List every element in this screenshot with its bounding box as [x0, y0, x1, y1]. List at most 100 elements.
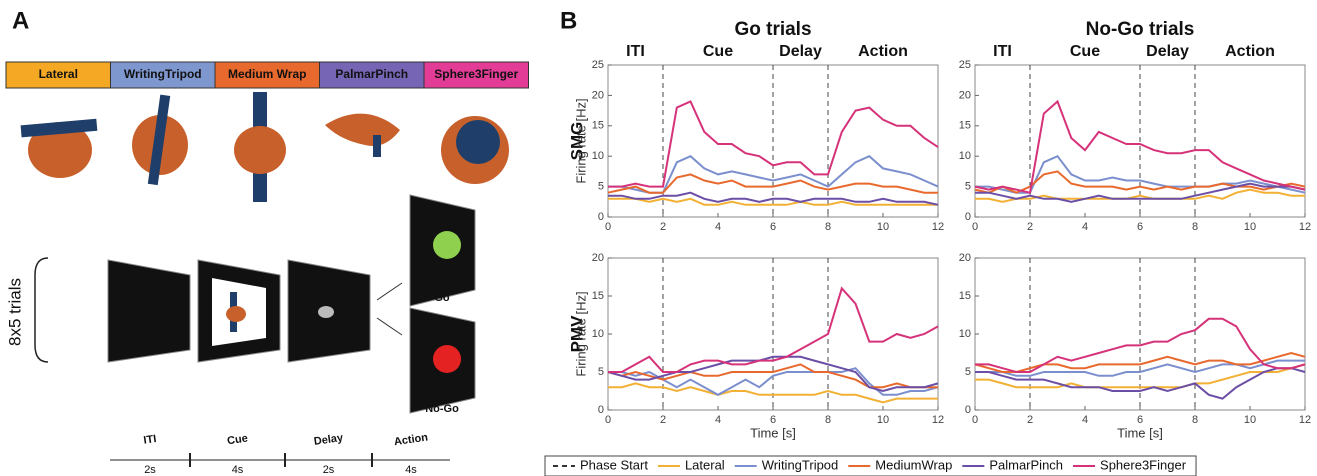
x-tick-label: 6: [770, 221, 776, 233]
grasp-label: WritingTripod: [124, 67, 202, 81]
y-tick-label: 5: [598, 366, 604, 378]
grasp-label: PalmarPinch: [335, 67, 408, 81]
y-tick-label: 20: [959, 252, 971, 264]
series-line: [975, 317, 1306, 373]
x-tick-label: 8: [1192, 414, 1198, 426]
series-line: [607, 173, 938, 194]
phase-label: ITI: [993, 43, 1012, 60]
x-tick-label: 0: [972, 221, 978, 233]
x-tick-label: 12: [932, 414, 944, 426]
x-tick-label: 4: [1082, 414, 1088, 426]
series-line: [608, 286, 939, 373]
series-line: [974, 170, 1306, 194]
y-tick-label: 15: [592, 290, 604, 302]
x-tick-label: 12: [1299, 414, 1311, 426]
series-line: [608, 100, 939, 188]
hands: [20, 92, 509, 202]
panel-label: A: [12, 7, 29, 34]
x-tick-label: 4: [1082, 221, 1088, 233]
y-tick-label: 25: [959, 59, 971, 71]
series-line: [975, 363, 1306, 389]
y-tick-label: 25: [592, 59, 604, 71]
x-tick-label: 6: [1137, 221, 1143, 233]
y-tick-label: 0: [965, 211, 971, 223]
grasp-label: Lateral: [39, 67, 78, 81]
series-line: [607, 355, 939, 393]
grasp-cell: [423, 61, 529, 89]
series-line: [607, 363, 938, 389]
y-tick-label: 10: [959, 150, 971, 162]
legend-label: Phase Start: [580, 457, 648, 472]
y-tick-label: 0: [965, 404, 971, 416]
legend-label: WritingTripod: [762, 457, 839, 472]
trials-label: 8x5 trials: [5, 278, 24, 346]
y-tick-label: 0: [598, 404, 604, 416]
screens: [34, 194, 476, 414]
phase-label: Delay: [779, 43, 822, 60]
row-label: SMG: [567, 122, 586, 161]
duration-label: 4s: [232, 464, 244, 476]
x-tick-label: 0: [972, 414, 978, 426]
x-tick-label: 6: [1137, 414, 1143, 426]
series-line: [975, 359, 1305, 377]
series-line: [608, 191, 939, 206]
series-line: [608, 382, 938, 404]
x-tick-label: 4: [715, 221, 721, 233]
series-line: [975, 182, 1306, 203]
x-tick-label: 8: [825, 221, 831, 233]
phase-label: Action: [393, 432, 429, 449]
y-tick-label: 15: [592, 120, 604, 132]
y-tick-label: 15: [959, 290, 971, 302]
legend-label: PalmarPinch: [989, 457, 1063, 472]
x-tick-label: 10: [1244, 414, 1256, 426]
series-line: [974, 351, 1306, 373]
duration-label: 4s: [405, 464, 417, 476]
y-axis-label: Firing rate [Hz]: [573, 291, 588, 376]
y-tick-label: 20: [592, 89, 604, 101]
phase-label: Cue: [1070, 43, 1100, 60]
duration-label: 2s: [323, 464, 335, 476]
phase-label: Action: [1225, 43, 1275, 60]
phase-label: Action: [858, 43, 908, 60]
y-axis-label: Firing rate [Hz]: [573, 98, 588, 183]
legend-label: MediumWrap: [875, 457, 952, 472]
phase-label: ITI: [626, 43, 645, 60]
go-label: Go: [434, 292, 450, 304]
grasp-label: Medium Wrap: [228, 67, 306, 81]
series-line: [975, 367, 1306, 400]
grasp-cell: [110, 61, 216, 89]
x-tick-label: 4: [715, 414, 721, 426]
legend-label: Sphere3Finger: [1100, 457, 1187, 472]
x-tick-label: 12: [1299, 221, 1311, 233]
x-tick-label: 2: [660, 414, 666, 426]
series-line: [608, 197, 938, 206]
x-tick-label: 0: [605, 221, 611, 233]
y-tick-label: 15: [959, 120, 971, 132]
x-tick-label: 10: [1244, 221, 1256, 233]
column-title: Go trials: [734, 19, 811, 40]
y-tick-label: 5: [598, 181, 604, 193]
phase-label: Cue: [703, 43, 733, 60]
nogo-label: No-Go: [425, 403, 459, 415]
y-tick-label: 20: [959, 89, 971, 101]
column-title: No-Go trials: [1086, 19, 1195, 40]
y-tick-label: 10: [959, 328, 971, 340]
x-tick-label: 12: [932, 221, 944, 233]
grasp-label: Sphere3Finger: [434, 67, 518, 81]
y-tick-label: 10: [592, 150, 604, 162]
series-line: [974, 99, 1306, 194]
x-tick-label: 8: [825, 414, 831, 426]
legend-label: Lateral: [685, 457, 725, 472]
phase-label: Cue: [226, 433, 248, 448]
x-tick-label: 6: [770, 414, 776, 426]
duration-label: 2s: [144, 464, 156, 476]
series-line: [975, 188, 1305, 203]
x-tick-label: 2: [1027, 221, 1033, 233]
row-label: PMV: [567, 315, 586, 353]
legend-box: [544, 455, 1197, 476]
phase-label: Delay: [313, 432, 345, 448]
y-tick-label: 5: [965, 366, 971, 378]
x-axis-label: Time [s]: [750, 425, 796, 440]
phase-label: ITI: [143, 433, 157, 447]
panel-label: B: [560, 7, 577, 34]
